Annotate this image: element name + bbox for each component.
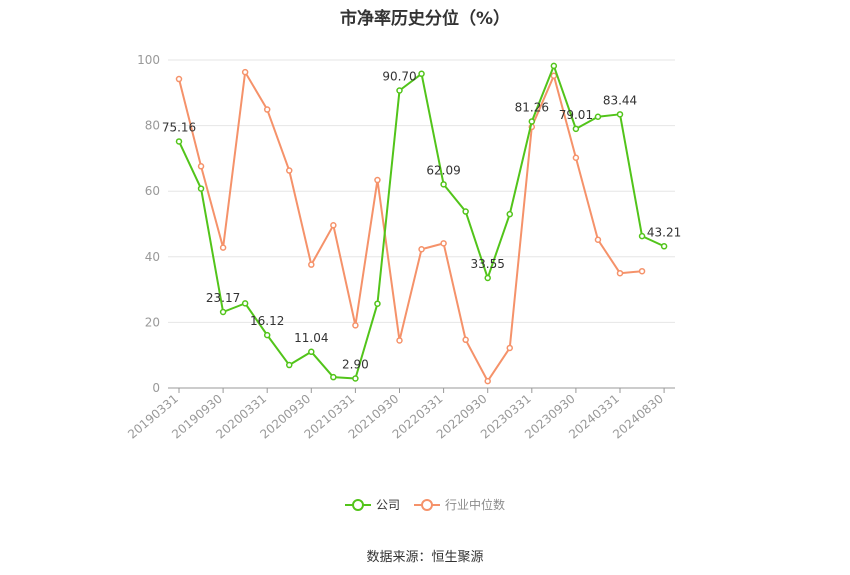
legend-company-label: 公司: [376, 498, 401, 512]
data-label: 83.44: [603, 93, 637, 107]
data-point-industry: [462, 336, 469, 344]
data-point-company: [197, 185, 205, 192]
data-point-industry: [263, 106, 271, 113]
data-point-industry: [308, 261, 315, 268]
data-point-company: [418, 70, 425, 78]
source-note: 数据来源：恒生聚源: [366, 550, 484, 565]
data-label: 16.12: [250, 314, 284, 328]
data-label: 79.01: [559, 108, 593, 122]
data-point-industry: [330, 222, 337, 229]
data-point-industry: [506, 344, 513, 352]
y-tick-label: 60: [145, 184, 160, 198]
data-labels: 75.16 23.17 16.12 11.04 2.90 90.70 62.09 33.55 8…: [162, 70, 681, 372]
data-point-company: [440, 181, 447, 188]
data-point-industry: [616, 269, 624, 277]
data-label: 23.17: [206, 291, 240, 305]
data-point-company: [550, 62, 558, 70]
data-label: 11.04: [294, 331, 328, 345]
data-point-company: [594, 113, 602, 120]
data-point-industry: [638, 267, 646, 275]
data-point-industry: [241, 68, 249, 76]
legend-company-line-icon: [345, 498, 371, 511]
legend-industry-line-icon: [414, 498, 441, 511]
data-label: 43.21: [647, 225, 681, 239]
data-point-company: [263, 331, 271, 339]
chart-title: 市净率历史分位（%）: [339, 9, 511, 29]
data-point-industry: [197, 163, 205, 170]
data-label: 81.26: [515, 100, 549, 114]
data-label: 33.55: [471, 257, 505, 271]
data-point-company: [330, 373, 337, 381]
data-point-industry: [396, 337, 403, 344]
data-point-company: [528, 118, 536, 125]
data-point-industry: [175, 75, 183, 83]
legend-item-industry[interactable]: 行业中位数: [414, 496, 505, 513]
grid-lines: [168, 59, 675, 323]
y-tick-label: 100: [137, 53, 160, 67]
data-point-company: [462, 208, 469, 215]
data-point-company: [219, 308, 227, 316]
data-point-company: [241, 300, 249, 307]
y-tick-label: 0: [152, 381, 160, 395]
data-point-industry: [550, 72, 558, 79]
data-point-company: [660, 243, 668, 250]
legend-item-company[interactable]: 公司: [345, 496, 400, 513]
data-point-industry: [484, 377, 491, 385]
data-label: 90.70: [382, 70, 416, 84]
data-point-company: [484, 274, 491, 282]
data-point-industry: [572, 154, 580, 161]
data-point-company: [286, 361, 293, 369]
data-label: 2.90: [342, 357, 369, 371]
data-point-industry: [219, 244, 227, 251]
legend-industry-label: 行业中位数: [445, 498, 506, 512]
data-point-industry: [440, 240, 447, 247]
data-point-company: [616, 111, 624, 118]
data-point-industry: [352, 322, 359, 329]
data-point-company: [374, 300, 381, 307]
data-point-industry: [286, 167, 293, 174]
y-tick-label: 20: [145, 315, 160, 329]
data-point-company: [396, 87, 403, 94]
series-line-industry: [178, 71, 643, 383]
data-point-company: [175, 138, 183, 145]
data-point-company: [572, 125, 580, 133]
data-point-company: [638, 232, 646, 240]
data-point-industry: [594, 236, 602, 243]
legend: 公司 行业中位数: [345, 496, 519, 513]
y-tick-label: 40: [145, 250, 160, 264]
series-lines: [175, 62, 668, 385]
data-point-company: [506, 210, 513, 218]
data-label: 62.09: [426, 163, 460, 177]
data-point-company: [352, 375, 359, 382]
data-point-industry: [418, 246, 425, 253]
data-point-industry: [374, 176, 381, 184]
y-tick-label: 80: [145, 119, 160, 133]
data-label: 75.16: [162, 120, 196, 134]
data-point-company: [308, 348, 315, 356]
